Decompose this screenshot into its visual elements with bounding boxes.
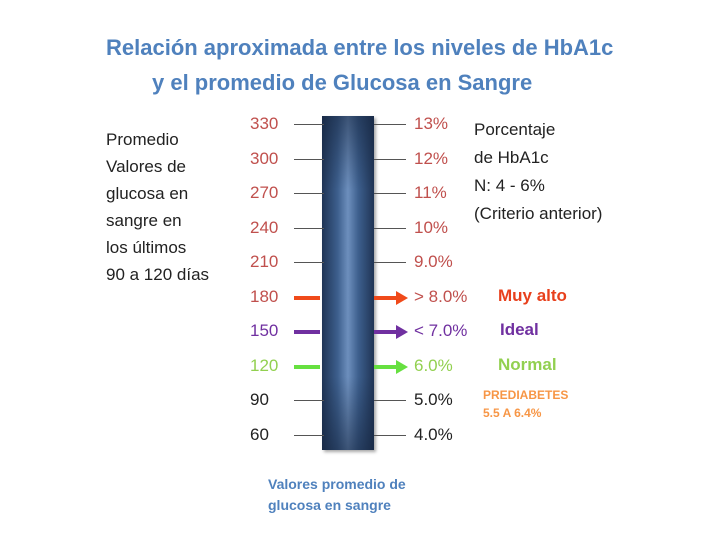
glucose-value: 120 [250,356,279,375]
glucose-value: 300 [250,149,279,168]
arrow-head-icon [396,291,408,305]
bottom-caption: Valores promedio de glucosa en sangre [268,476,406,513]
arrow-head-icon [396,360,408,374]
arrow-right-segment [374,365,396,369]
tick-line-left [294,193,324,194]
tick-line-right [374,262,406,263]
tick-line-right [374,228,406,229]
arrow-head-icon [396,325,408,339]
glucose-value: 150 [250,321,279,340]
tick-line-right [374,435,406,436]
glucose-value: 60 [250,425,269,444]
glucose-value: 270 [250,183,279,202]
glucose-axis-label: Promedio Valores de glucosa en sangre en… [106,130,210,284]
category-label: Ideal [500,320,539,339]
hba1c-value: 9.0% [414,252,453,271]
glucose-value: 180 [250,287,279,306]
tick-line-left [294,159,324,160]
tick-line-left [294,124,324,125]
tick-line-right [374,193,406,194]
hba1c-value: 11% [414,183,447,202]
tick-line-right [374,159,406,160]
hba1c-value: 13% [414,114,449,133]
scale-bar-shade [322,116,374,450]
arrow-right-segment [374,296,396,300]
category-label: Muy alto [498,286,567,305]
tick-line-right [374,400,406,401]
hba1c-axis-label: Porcentaje de HbA1c N: 4 - 6% (Criterio … [474,120,603,223]
tick-line-right [374,124,406,125]
title-line-1: Relación aproximada entre los niveles de… [106,35,614,60]
hba1c-value: 4.0% [414,425,453,444]
glucose-value: 240 [250,218,279,237]
hba1c-value: < 7.0% [414,321,468,340]
hba1c-value: 6.0% [414,356,453,375]
arrow-left-segment [294,296,320,300]
hba1c-value: 12% [414,149,449,168]
hba1c-value: > 8.0% [414,287,468,306]
hba1c-value: 10% [414,218,449,237]
arrow-left-segment [294,330,320,334]
tick-line-left [294,435,324,436]
prediabetes-label: PREDIABETES 5.5 A 6.4% [483,388,569,420]
hba1c-value: 5.0% [414,390,453,409]
arrow-left-segment [294,365,320,369]
tick-line-left [294,262,324,263]
arrow-right-segment [374,330,396,334]
title-line-2: y el promedio de Glucosa en Sangre [152,70,533,95]
tick-line-left [294,400,324,401]
glucose-value: 330 [250,114,279,133]
tick-line-left [294,228,324,229]
glucose-value: 210 [250,252,279,271]
category-label: Normal [498,355,557,374]
glucose-value: 90 [250,390,269,409]
